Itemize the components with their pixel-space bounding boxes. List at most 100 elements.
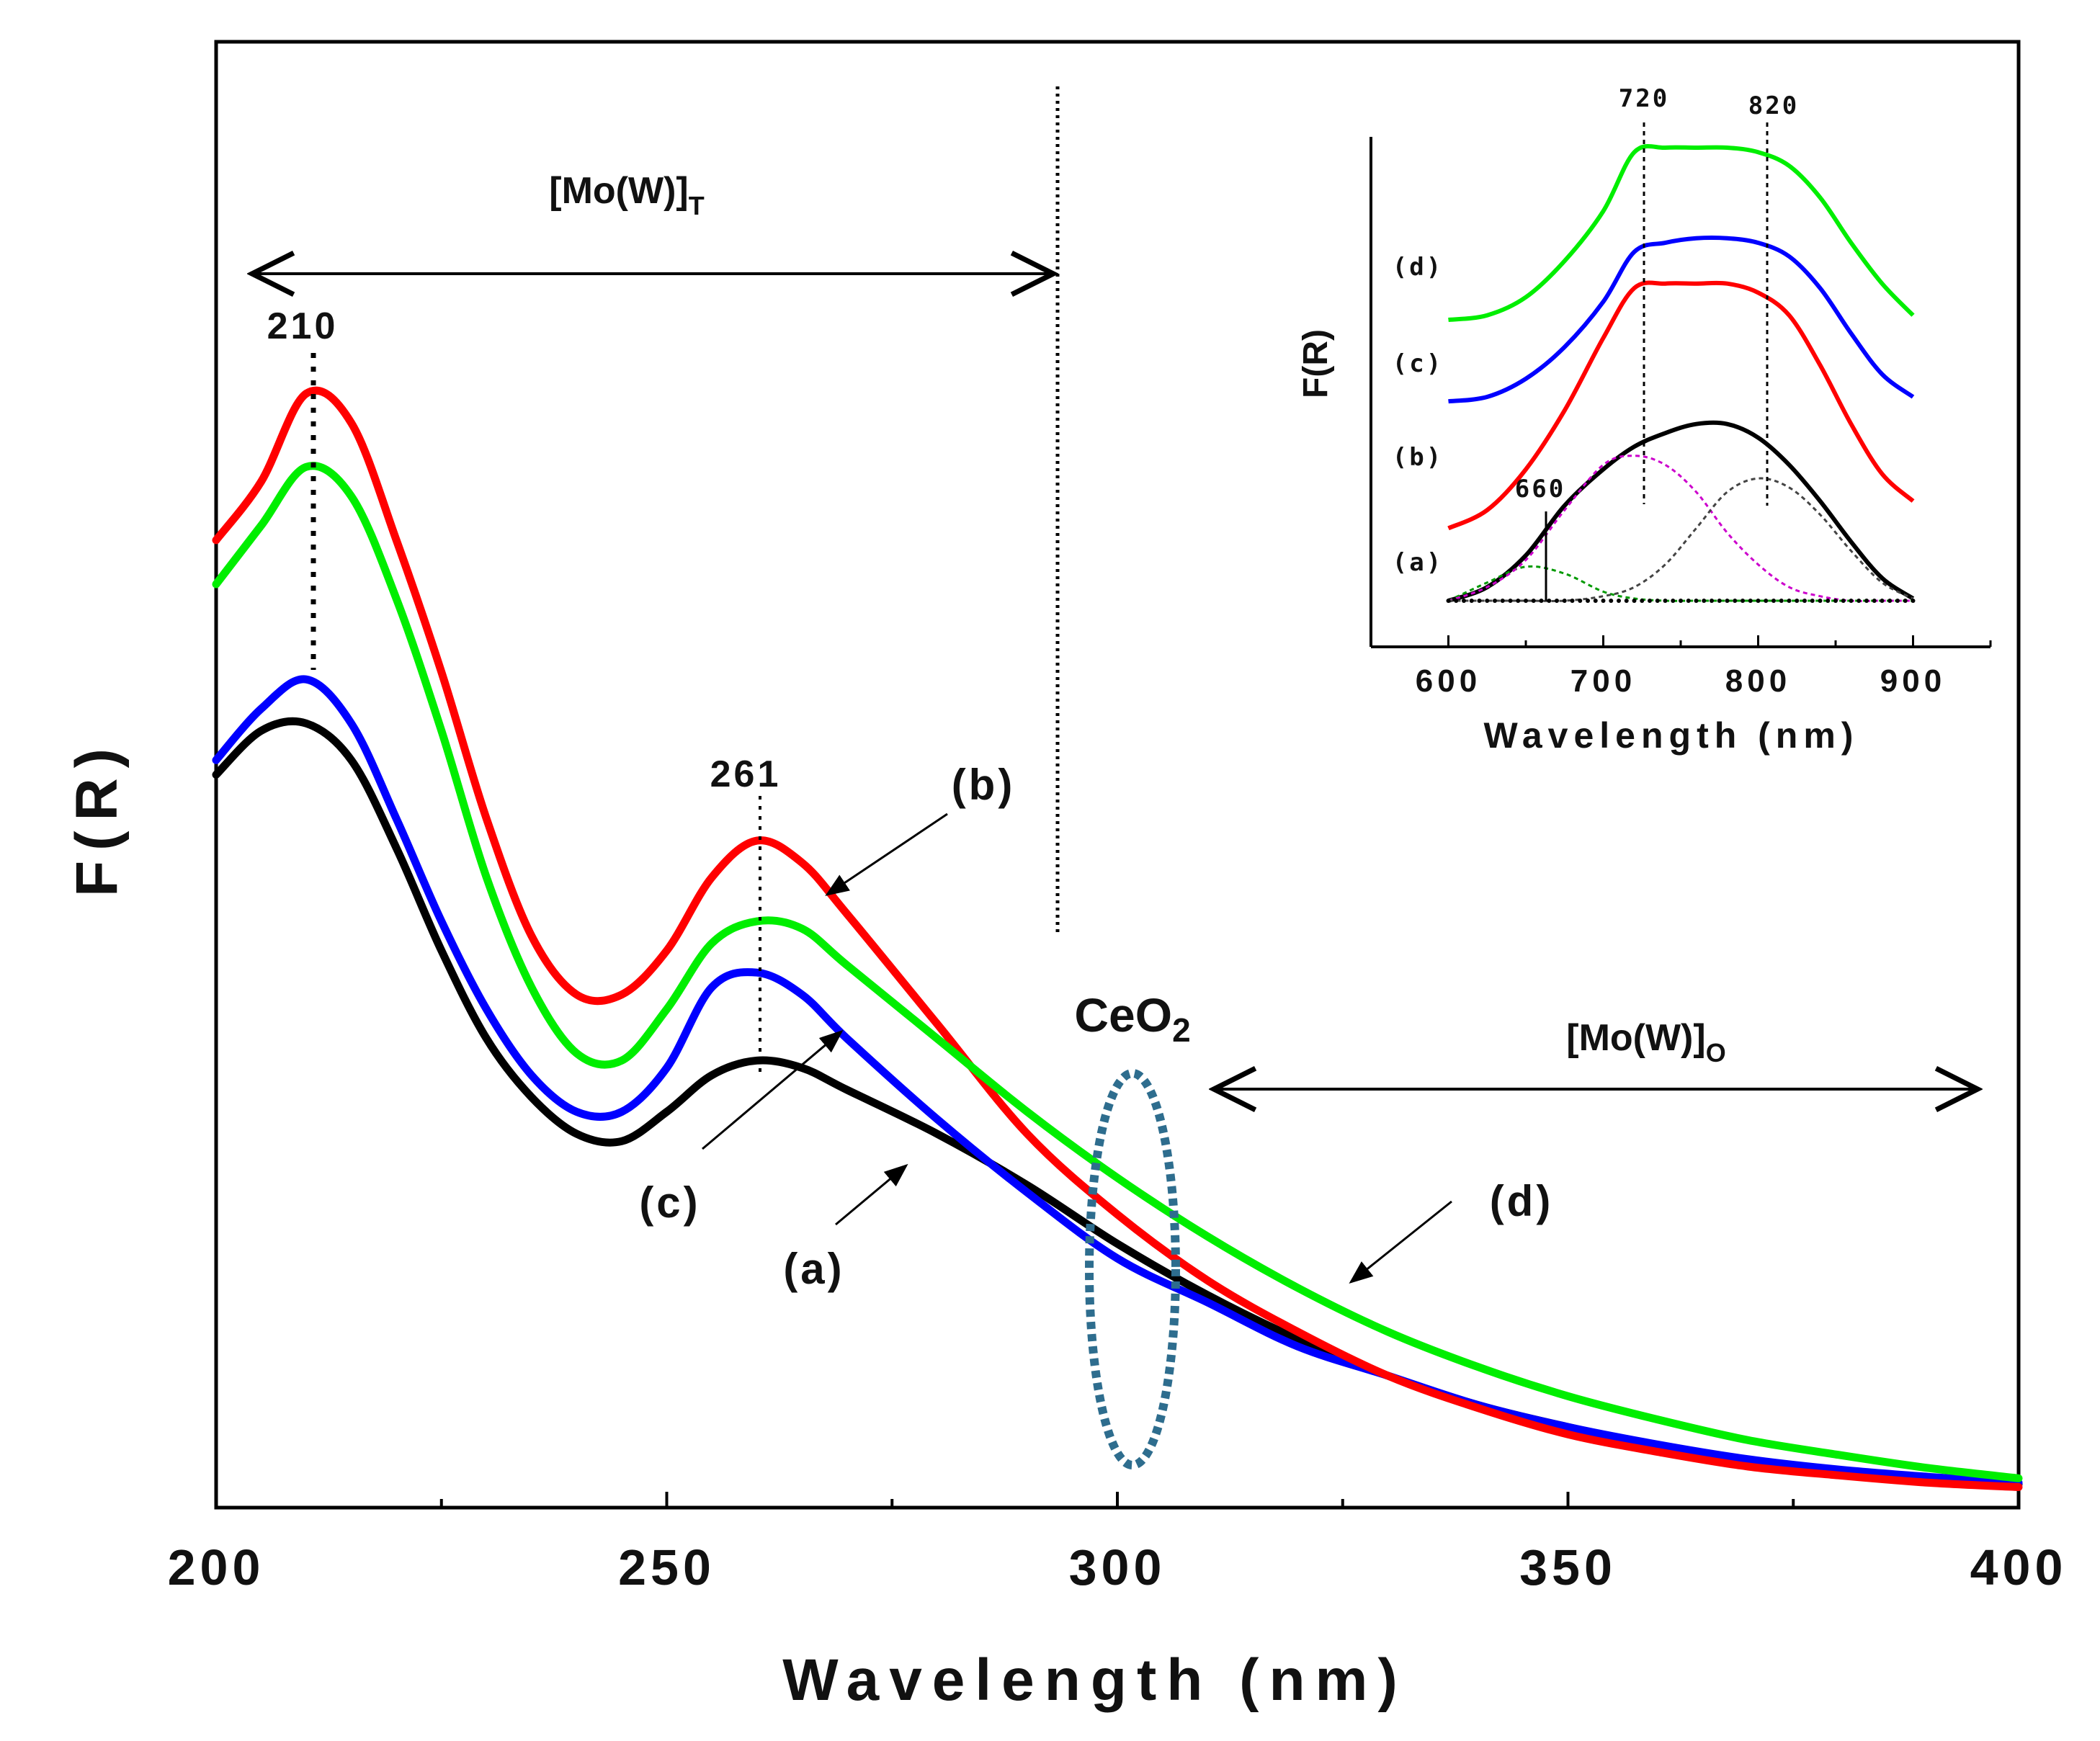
pointer-a <box>835 1163 908 1226</box>
octa-region-label: [Mo(W)]O <box>1566 1017 1725 1068</box>
inset-baseline-marker <box>1702 599 1707 603</box>
inset-baseline-marker <box>1593 599 1598 603</box>
inset-baseline-marker <box>1601 599 1606 603</box>
inset-baseline-marker <box>1895 599 1900 603</box>
inset-baseline-marker <box>1663 599 1668 603</box>
inset-baseline-marker <box>1508 599 1513 603</box>
inset-baseline-marker <box>1710 599 1714 603</box>
inset-baseline-marker <box>1516 599 1521 603</box>
inset-baseline-marker <box>1725 599 1730 603</box>
inset-baseline-marker <box>1555 599 1559 603</box>
inset-baseline-marker <box>1733 599 1738 603</box>
inset-baseline-marker <box>1779 599 1784 603</box>
inset-baseline-marker <box>1531 599 1536 603</box>
label-c: (c) <box>639 1178 700 1227</box>
inset-baseline-marker <box>1493 599 1497 603</box>
label-b: (b) <box>952 761 1016 809</box>
main-series-line-b <box>212 386 2023 1491</box>
inset-x-tick-label: 800 <box>1725 663 1791 699</box>
inset-baseline-marker <box>1911 599 1916 603</box>
inset-baseline-marker <box>1586 599 1590 603</box>
main-series-group <box>212 386 2023 1491</box>
main-plot-frame <box>214 40 2021 1510</box>
main-x-ticks: 200 250 300 350 400 <box>168 1492 2068 1595</box>
inset-baseline-marker <box>1570 599 1575 603</box>
inset-chart: 600 700 800 900 720 820 660 (d) (c) (b) (a)… <box>1297 84 1992 756</box>
inset-baseline-marker <box>1880 599 1885 603</box>
inset-x-tick-label: 900 <box>1880 663 1946 699</box>
inset-baseline-marker <box>1756 599 1761 603</box>
inset-baseline-marker <box>1640 599 1645 603</box>
inset-baseline-marker <box>1454 599 1459 603</box>
main-x-axis-title: Wavelength (nm) <box>782 1647 1408 1713</box>
inset-baseline-marker <box>1741 599 1745 603</box>
inset-x-tick-label: 700 <box>1570 663 1636 699</box>
inset-baseline-marker <box>1609 599 1614 603</box>
inset-baseline-marker <box>1864 599 1869 603</box>
inset-baseline-marker <box>1849 599 1854 603</box>
inset-peak-660: 660 <box>1515 475 1565 503</box>
inset-series-line-3 <box>1447 420 1915 603</box>
inset-baseline-marker <box>1539 599 1544 603</box>
inset-series-line-4 <box>1447 565 1913 602</box>
inset-label-a: (a) <box>1393 548 1443 577</box>
inset-baseline-marker <box>1469 599 1474 603</box>
pointer-c <box>702 1029 844 1150</box>
ceo2-ellipse <box>1085 1069 1180 1469</box>
inset-peak-820: 820 <box>1748 91 1799 120</box>
main-x-tick-label: 400 <box>1970 1539 2068 1595</box>
main-series-line-a <box>212 717 2023 1488</box>
inset-label-b: (b) <box>1393 443 1443 472</box>
inset-baseline-marker <box>1632 599 1637 603</box>
inset-baseline-marker <box>1446 599 1451 603</box>
inset-baseline-marker <box>1903 599 1908 603</box>
label-d: (d) <box>1490 1177 1554 1225</box>
inset-baseline-marker <box>1477 599 1482 603</box>
inset-baseline-marker <box>1485 599 1490 603</box>
inset-baseline-marker <box>1671 599 1676 603</box>
inset-baseline-marker <box>1810 599 1815 603</box>
inset-series-line-0 <box>1448 144 1915 322</box>
main-x-tick-label: 300 <box>1069 1539 1166 1595</box>
peak-261-label: 261 <box>710 753 782 795</box>
label-a: (a) <box>783 1245 844 1293</box>
inset-label-d: (d) <box>1393 253 1443 282</box>
inset-baseline-marker <box>1686 599 1691 603</box>
pointer-b <box>825 813 948 896</box>
inset-baseline-marker <box>1624 599 1629 603</box>
main-x-tick-label: 350 <box>1519 1539 1617 1595</box>
inset-baseline-marker <box>1857 599 1862 603</box>
main-x-tick-label: 250 <box>618 1539 715 1595</box>
inset-baseline-marker <box>1887 599 1893 603</box>
inset-baseline-marker <box>1648 599 1652 603</box>
inset-baseline-marker <box>1795 599 1800 603</box>
inset-baseline-marker <box>1524 599 1528 603</box>
inset-series-line-5 <box>1448 455 1913 602</box>
inset-x-ticks: 600 700 800 900 <box>1416 635 1992 699</box>
inset-series-line-2 <box>1447 280 1915 531</box>
inset-baseline-marker <box>1802 599 1807 603</box>
inset-baseline-marker <box>1748 599 1753 603</box>
inset-x-tick-label: 600 <box>1416 663 1481 699</box>
inset-x-axis-title: Wavelength (nm) <box>1484 715 1859 756</box>
main-x-tick-label: 200 <box>168 1539 265 1595</box>
inset-series-line-1 <box>1448 236 1915 404</box>
inset-baseline-marker <box>1841 599 1846 603</box>
main-y-axis-title: F(R) <box>64 738 130 897</box>
inset-baseline-marker <box>1578 599 1583 603</box>
inset-y-axis-title: F(R) <box>1297 329 1335 398</box>
main-series-line-c <box>212 675 2023 1487</box>
pointer-d <box>1349 1200 1452 1284</box>
inset-peak-720: 720 <box>1619 84 1669 113</box>
inset-baseline-marker <box>1872 599 1877 603</box>
inset-baseline-marker <box>1833 599 1838 603</box>
inset-baseline-marker <box>1818 599 1823 603</box>
inset-baseline-marker <box>1787 599 1792 603</box>
ceo2-label: CeO2 <box>1074 988 1190 1049</box>
inset-label-c: (c) <box>1393 349 1443 378</box>
inset-baseline-marker <box>1717 599 1722 603</box>
inset-baseline-marker <box>1655 599 1660 603</box>
inset-baseline-marker <box>1679 599 1683 603</box>
inset-baseline-marker <box>1562 599 1567 603</box>
